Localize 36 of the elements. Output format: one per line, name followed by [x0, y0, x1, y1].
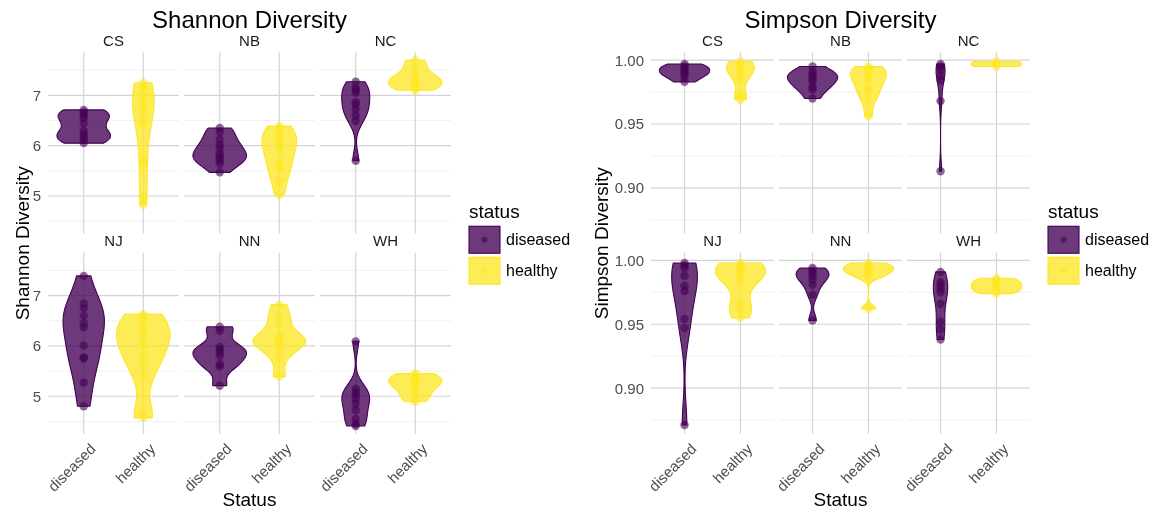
chart-subtitle: WH — [956, 231, 981, 249]
y-tick-label: 1.00 — [614, 51, 644, 69]
y-axis-title: Simpson Diversity — [590, 166, 612, 320]
legend-title: status — [1048, 201, 1099, 223]
chart-subtitle: NN — [829, 231, 852, 249]
y-tick-label: 7 — [32, 287, 41, 305]
chart-subtitle: CS — [103, 31, 124, 49]
x-axis-title: Status — [813, 489, 868, 510]
y-tick-label: 0.95 — [614, 315, 644, 333]
chart-subtitle: NB — [239, 31, 260, 49]
y-tick-label: 7 — [32, 86, 41, 104]
chart-subtitle: CS — [702, 31, 723, 49]
y-tick-label: 5 — [32, 187, 41, 205]
legend-label: diseased — [1085, 231, 1150, 249]
y-axis-title: Shannon Diversity — [11, 165, 33, 321]
chart-subtitle: NC — [374, 31, 397, 49]
chart-subtitle: NN — [238, 231, 261, 249]
y-tick-label: 0.95 — [614, 115, 644, 133]
chart-subtitle: NC — [957, 31, 980, 49]
chart-title: Shannon Diversity — [152, 6, 347, 33]
y-tick-label: 6 — [32, 137, 41, 155]
legend-label: healthy — [506, 262, 558, 280]
y-tick-label: 1.00 — [614, 251, 644, 269]
legend-label: diseased — [506, 231, 571, 249]
chart-subtitle: NB — [830, 31, 851, 49]
y-tick-label: 6 — [32, 337, 41, 355]
y-tick-label: 5 — [32, 387, 41, 405]
chart-subtitle: NJ — [104, 231, 123, 249]
y-tick-label: 0.90 — [614, 379, 644, 397]
y-tick-label: 0.90 — [614, 179, 644, 197]
chart-subtitle: WH — [373, 231, 398, 249]
x-axis-title: Status — [222, 489, 277, 510]
legend-label: healthy — [1085, 262, 1137, 280]
chart-subtitle: NJ — [703, 231, 722, 249]
chart-title: Simpson Diversity — [744, 6, 937, 33]
legend-title: status — [469, 201, 520, 223]
